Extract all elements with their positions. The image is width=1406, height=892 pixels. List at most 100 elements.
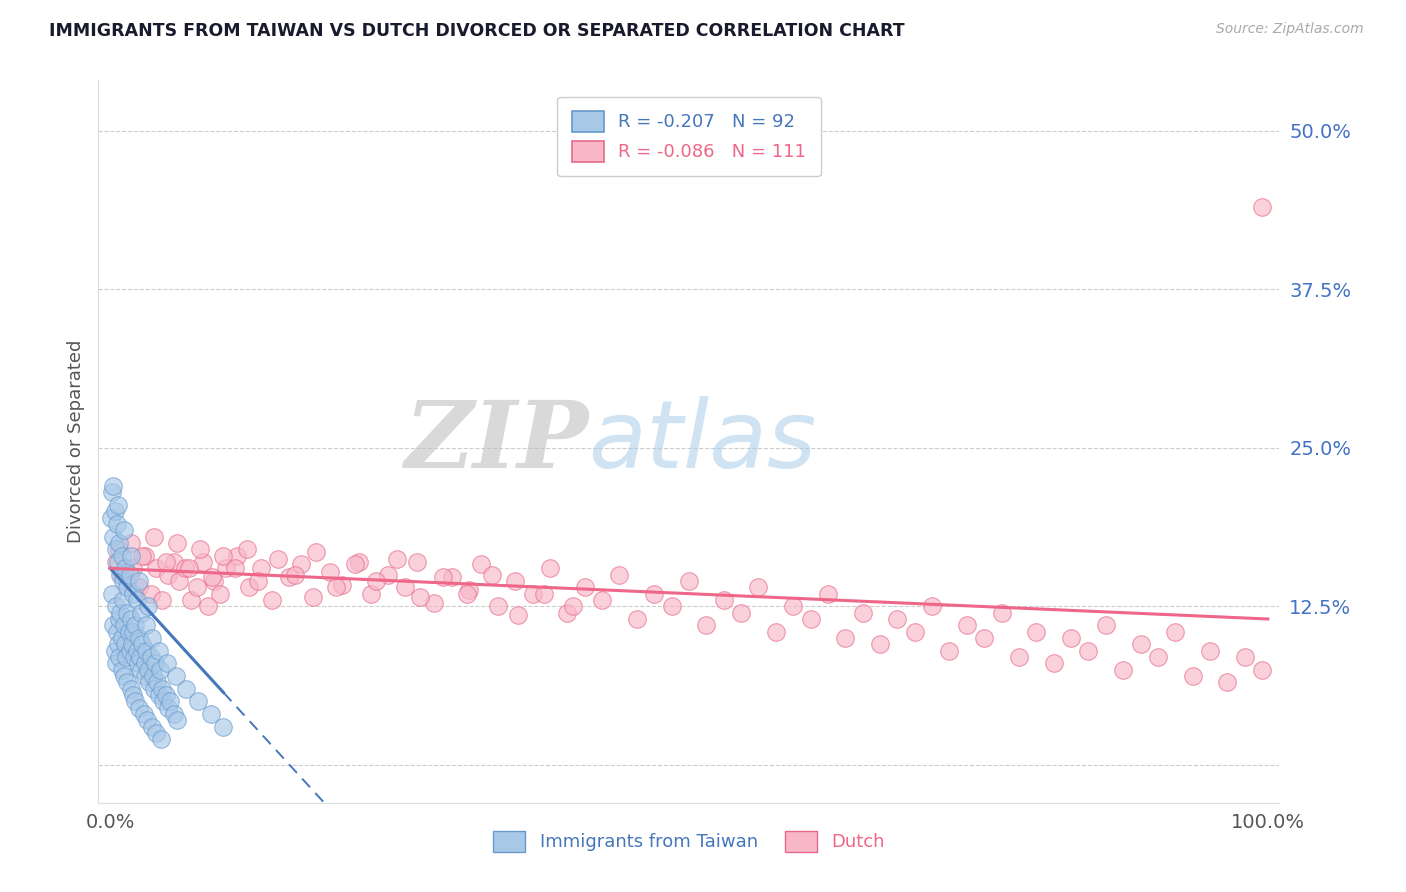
Point — [174, 561, 197, 575]
Point — [145, 561, 167, 575]
Point — [134, 549, 156, 563]
Point — [165, 669, 187, 683]
Point — [159, 694, 181, 708]
Point — [136, 663, 159, 677]
Point — [1181, 669, 1204, 683]
Point — [405, 555, 427, 569]
Point — [120, 612, 142, 626]
Point — [661, 599, 683, 614]
Point — [124, 618, 146, 632]
Point — [249, 561, 271, 575]
Point — [110, 549, 132, 563]
Point — [921, 599, 943, 614]
Point — [110, 567, 132, 582]
Point — [458, 582, 481, 597]
Point — [486, 599, 509, 614]
Point — [325, 580, 347, 594]
Point — [208, 587, 231, 601]
Point — [145, 726, 167, 740]
Point — [238, 580, 260, 594]
Point — [104, 504, 127, 518]
Point — [122, 624, 145, 639]
Point — [100, 510, 122, 524]
Point — [125, 593, 148, 607]
Point — [150, 681, 173, 696]
Point — [1164, 624, 1187, 639]
Point — [678, 574, 700, 588]
Point — [128, 700, 150, 714]
Point — [224, 561, 246, 575]
Point — [114, 637, 136, 651]
Point — [129, 606, 152, 620]
Point — [366, 574, 388, 588]
Point — [201, 570, 224, 584]
Point — [108, 612, 131, 626]
Point — [155, 688, 177, 702]
Point — [110, 567, 132, 582]
Point — [385, 552, 408, 566]
Point — [503, 574, 526, 588]
Point — [284, 567, 307, 582]
Point — [166, 536, 188, 550]
Point — [104, 542, 127, 557]
Point — [124, 694, 146, 708]
Point — [117, 580, 139, 594]
Point — [730, 606, 752, 620]
Point — [131, 637, 153, 651]
Point — [200, 707, 222, 722]
Point — [148, 688, 170, 702]
Point — [146, 675, 169, 690]
Point — [533, 587, 555, 601]
Point — [129, 650, 152, 665]
Point — [176, 681, 198, 696]
Point — [108, 536, 131, 550]
Y-axis label: Divorced or Separated: Divorced or Separated — [66, 340, 84, 543]
Point — [114, 561, 136, 575]
Point — [591, 593, 613, 607]
Point — [149, 732, 172, 747]
Point — [609, 567, 631, 582]
Point — [143, 530, 166, 544]
Point — [278, 570, 301, 584]
Point — [112, 523, 135, 537]
Point — [481, 567, 503, 582]
Point — [156, 700, 179, 714]
Point — [956, 618, 979, 632]
Point — [1147, 650, 1170, 665]
Point — [120, 681, 142, 696]
Text: IMMIGRANTS FROM TAIWAN VS DUTCH DIVORCED OR SEPARATED CORRELATION CHART: IMMIGRANTS FROM TAIWAN VS DUTCH DIVORCED… — [49, 22, 905, 40]
Point — [103, 618, 125, 632]
Point — [135, 643, 157, 657]
Point — [262, 593, 284, 607]
Point — [108, 650, 131, 665]
Point — [202, 574, 225, 588]
Point — [538, 561, 561, 575]
Point — [125, 643, 148, 657]
Text: ZIP: ZIP — [405, 397, 589, 486]
Point — [440, 570, 463, 584]
Point — [129, 663, 152, 677]
Point — [127, 657, 149, 671]
Point — [1251, 663, 1274, 677]
Point — [104, 657, 127, 671]
Point — [143, 681, 166, 696]
Point — [152, 694, 174, 708]
Point — [104, 643, 127, 657]
Point — [747, 580, 769, 594]
Point — [990, 606, 1012, 620]
Point — [226, 549, 249, 563]
Point — [101, 587, 124, 601]
Point — [103, 530, 125, 544]
Point — [177, 561, 200, 575]
Point — [107, 637, 129, 651]
Point — [1060, 631, 1083, 645]
Point — [124, 650, 146, 665]
Point — [330, 578, 353, 592]
Point — [1042, 657, 1064, 671]
Point — [104, 555, 127, 569]
Point — [118, 567, 141, 582]
Point — [128, 574, 150, 588]
Point — [110, 631, 132, 645]
Point — [377, 567, 399, 582]
Point — [197, 599, 219, 614]
